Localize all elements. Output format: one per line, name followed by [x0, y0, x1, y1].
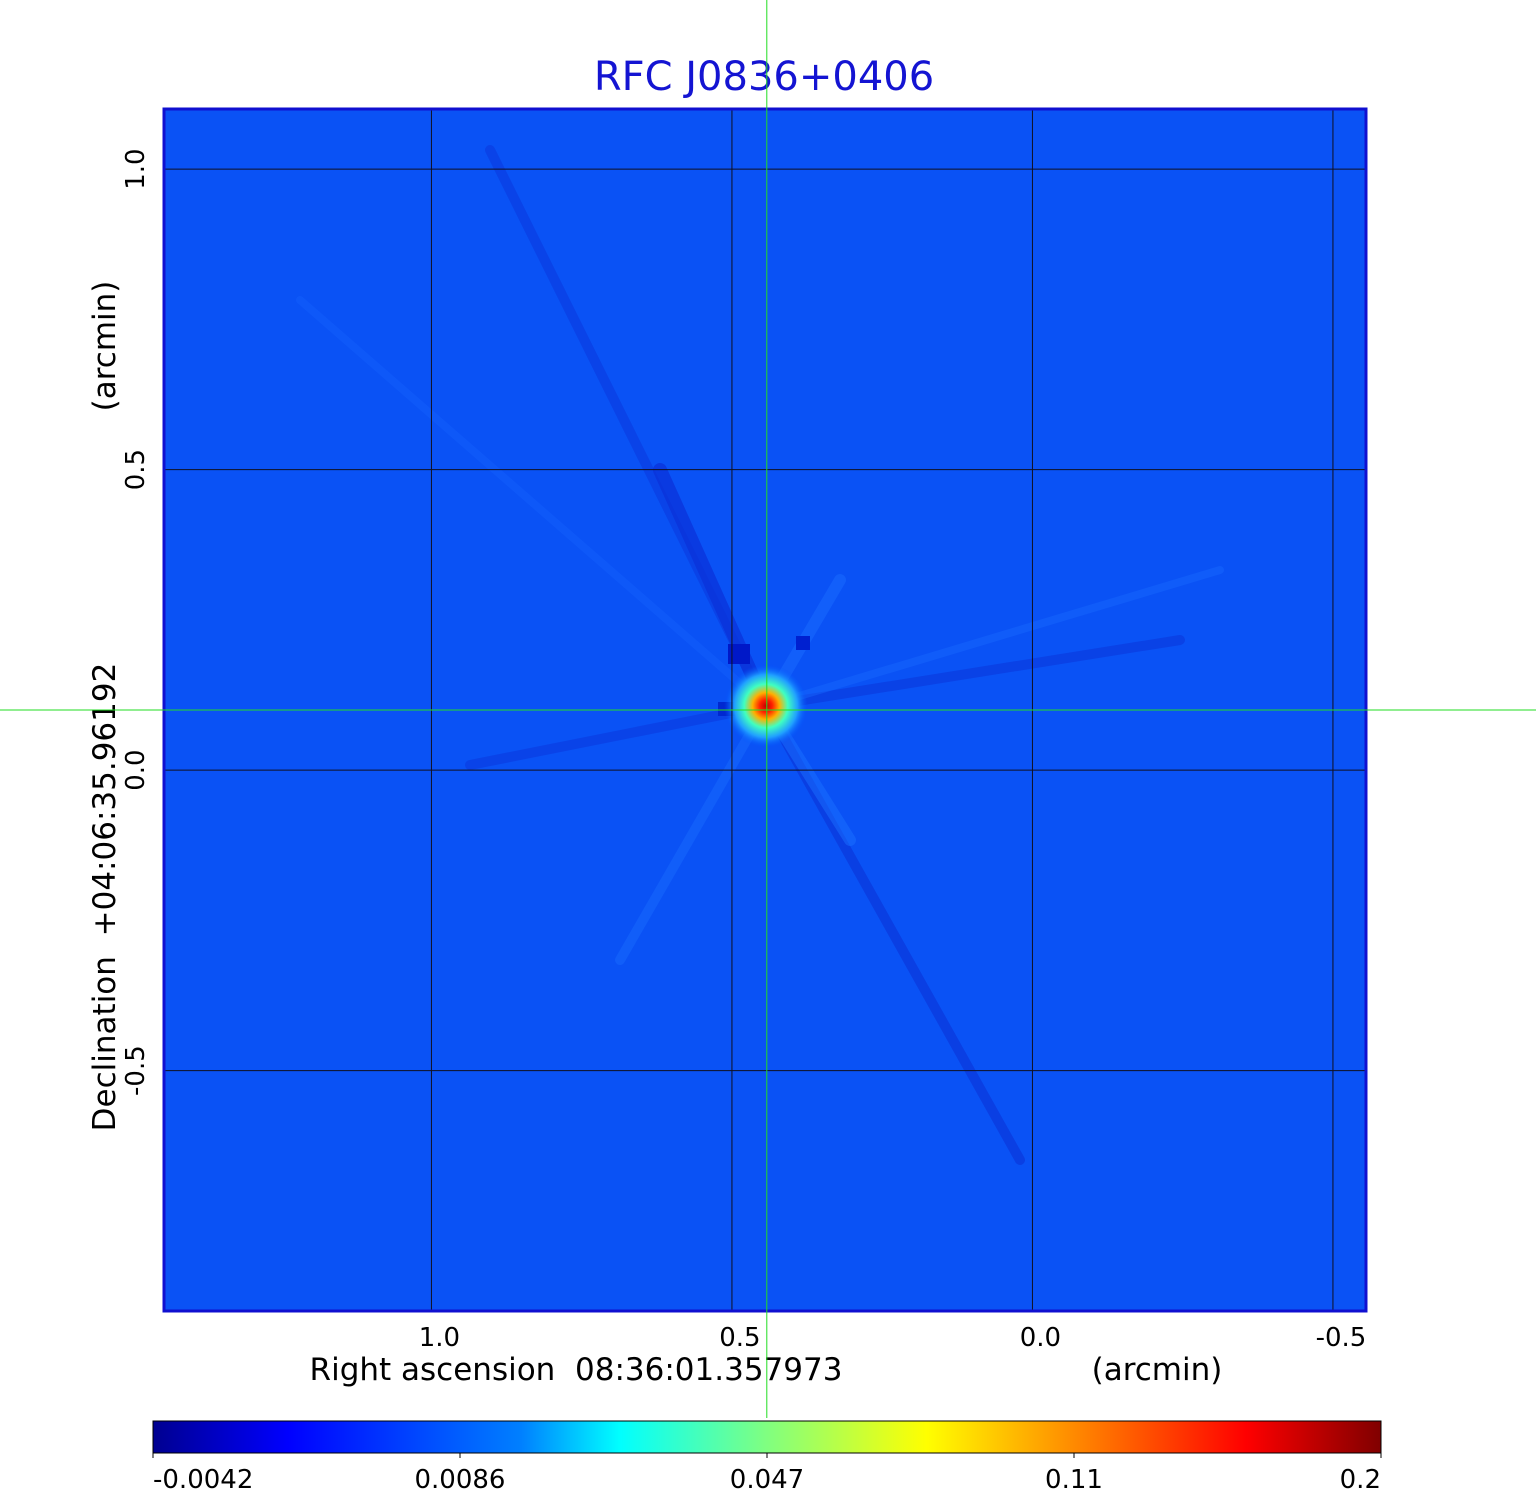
- x-tick-labels: 1.0 0.5 0.0 -0.5: [419, 1323, 1367, 1353]
- negative-pixel: [796, 636, 810, 650]
- streak: [296, 296, 770, 710]
- x-tick-label: 1.0: [419, 1323, 460, 1353]
- colorbar-tick-label: 0.047: [730, 1465, 804, 1495]
- x-axis-label: Right ascension 08:36:01.357973: [310, 1352, 843, 1388]
- y-tick-labels: 1.0 0.5 0.0 -0.5: [121, 148, 151, 1096]
- y-tick-label: -0.5: [121, 1045, 151, 1096]
- negative-pixel: [728, 644, 750, 664]
- source-peak: [724, 664, 808, 748]
- y-axis-unit: (arcmin): [87, 281, 123, 412]
- x-tick-label: 0.0: [1020, 1323, 1061, 1353]
- y-tick-label: 0.5: [121, 449, 151, 490]
- streak: [615, 701, 771, 965]
- streak: [465, 701, 771, 770]
- x-tick-label: 0.5: [719, 1323, 760, 1353]
- y-tick-label: 1.0: [121, 148, 151, 189]
- chart-title: RFC J0836+0406: [594, 54, 934, 100]
- y-tick-label: 0.0: [121, 749, 151, 790]
- streak: [761, 635, 1185, 711]
- streak: [762, 566, 1224, 710]
- crosshair: [0, 0, 1536, 1418]
- x-tick-label: -0.5: [1316, 1323, 1367, 1353]
- streak: [653, 463, 773, 713]
- y-axis-label: Declination +04:06:35.96192: [87, 663, 123, 1132]
- colorbar-tick-label: -0.0042: [153, 1465, 253, 1495]
- colorbar-tick-label: 0.2: [1340, 1465, 1381, 1495]
- colorbar-tick-label: 0.0086: [415, 1465, 506, 1495]
- colorbar: [152, 1420, 1382, 1454]
- colorbar-ticks: -0.0042 0.0086 0.047 0.11 0.2: [152, 1453, 1382, 1495]
- colorbar-tick-label: 0.11: [1045, 1465, 1103, 1495]
- x-axis-unit: (arcmin): [1092, 1352, 1223, 1388]
